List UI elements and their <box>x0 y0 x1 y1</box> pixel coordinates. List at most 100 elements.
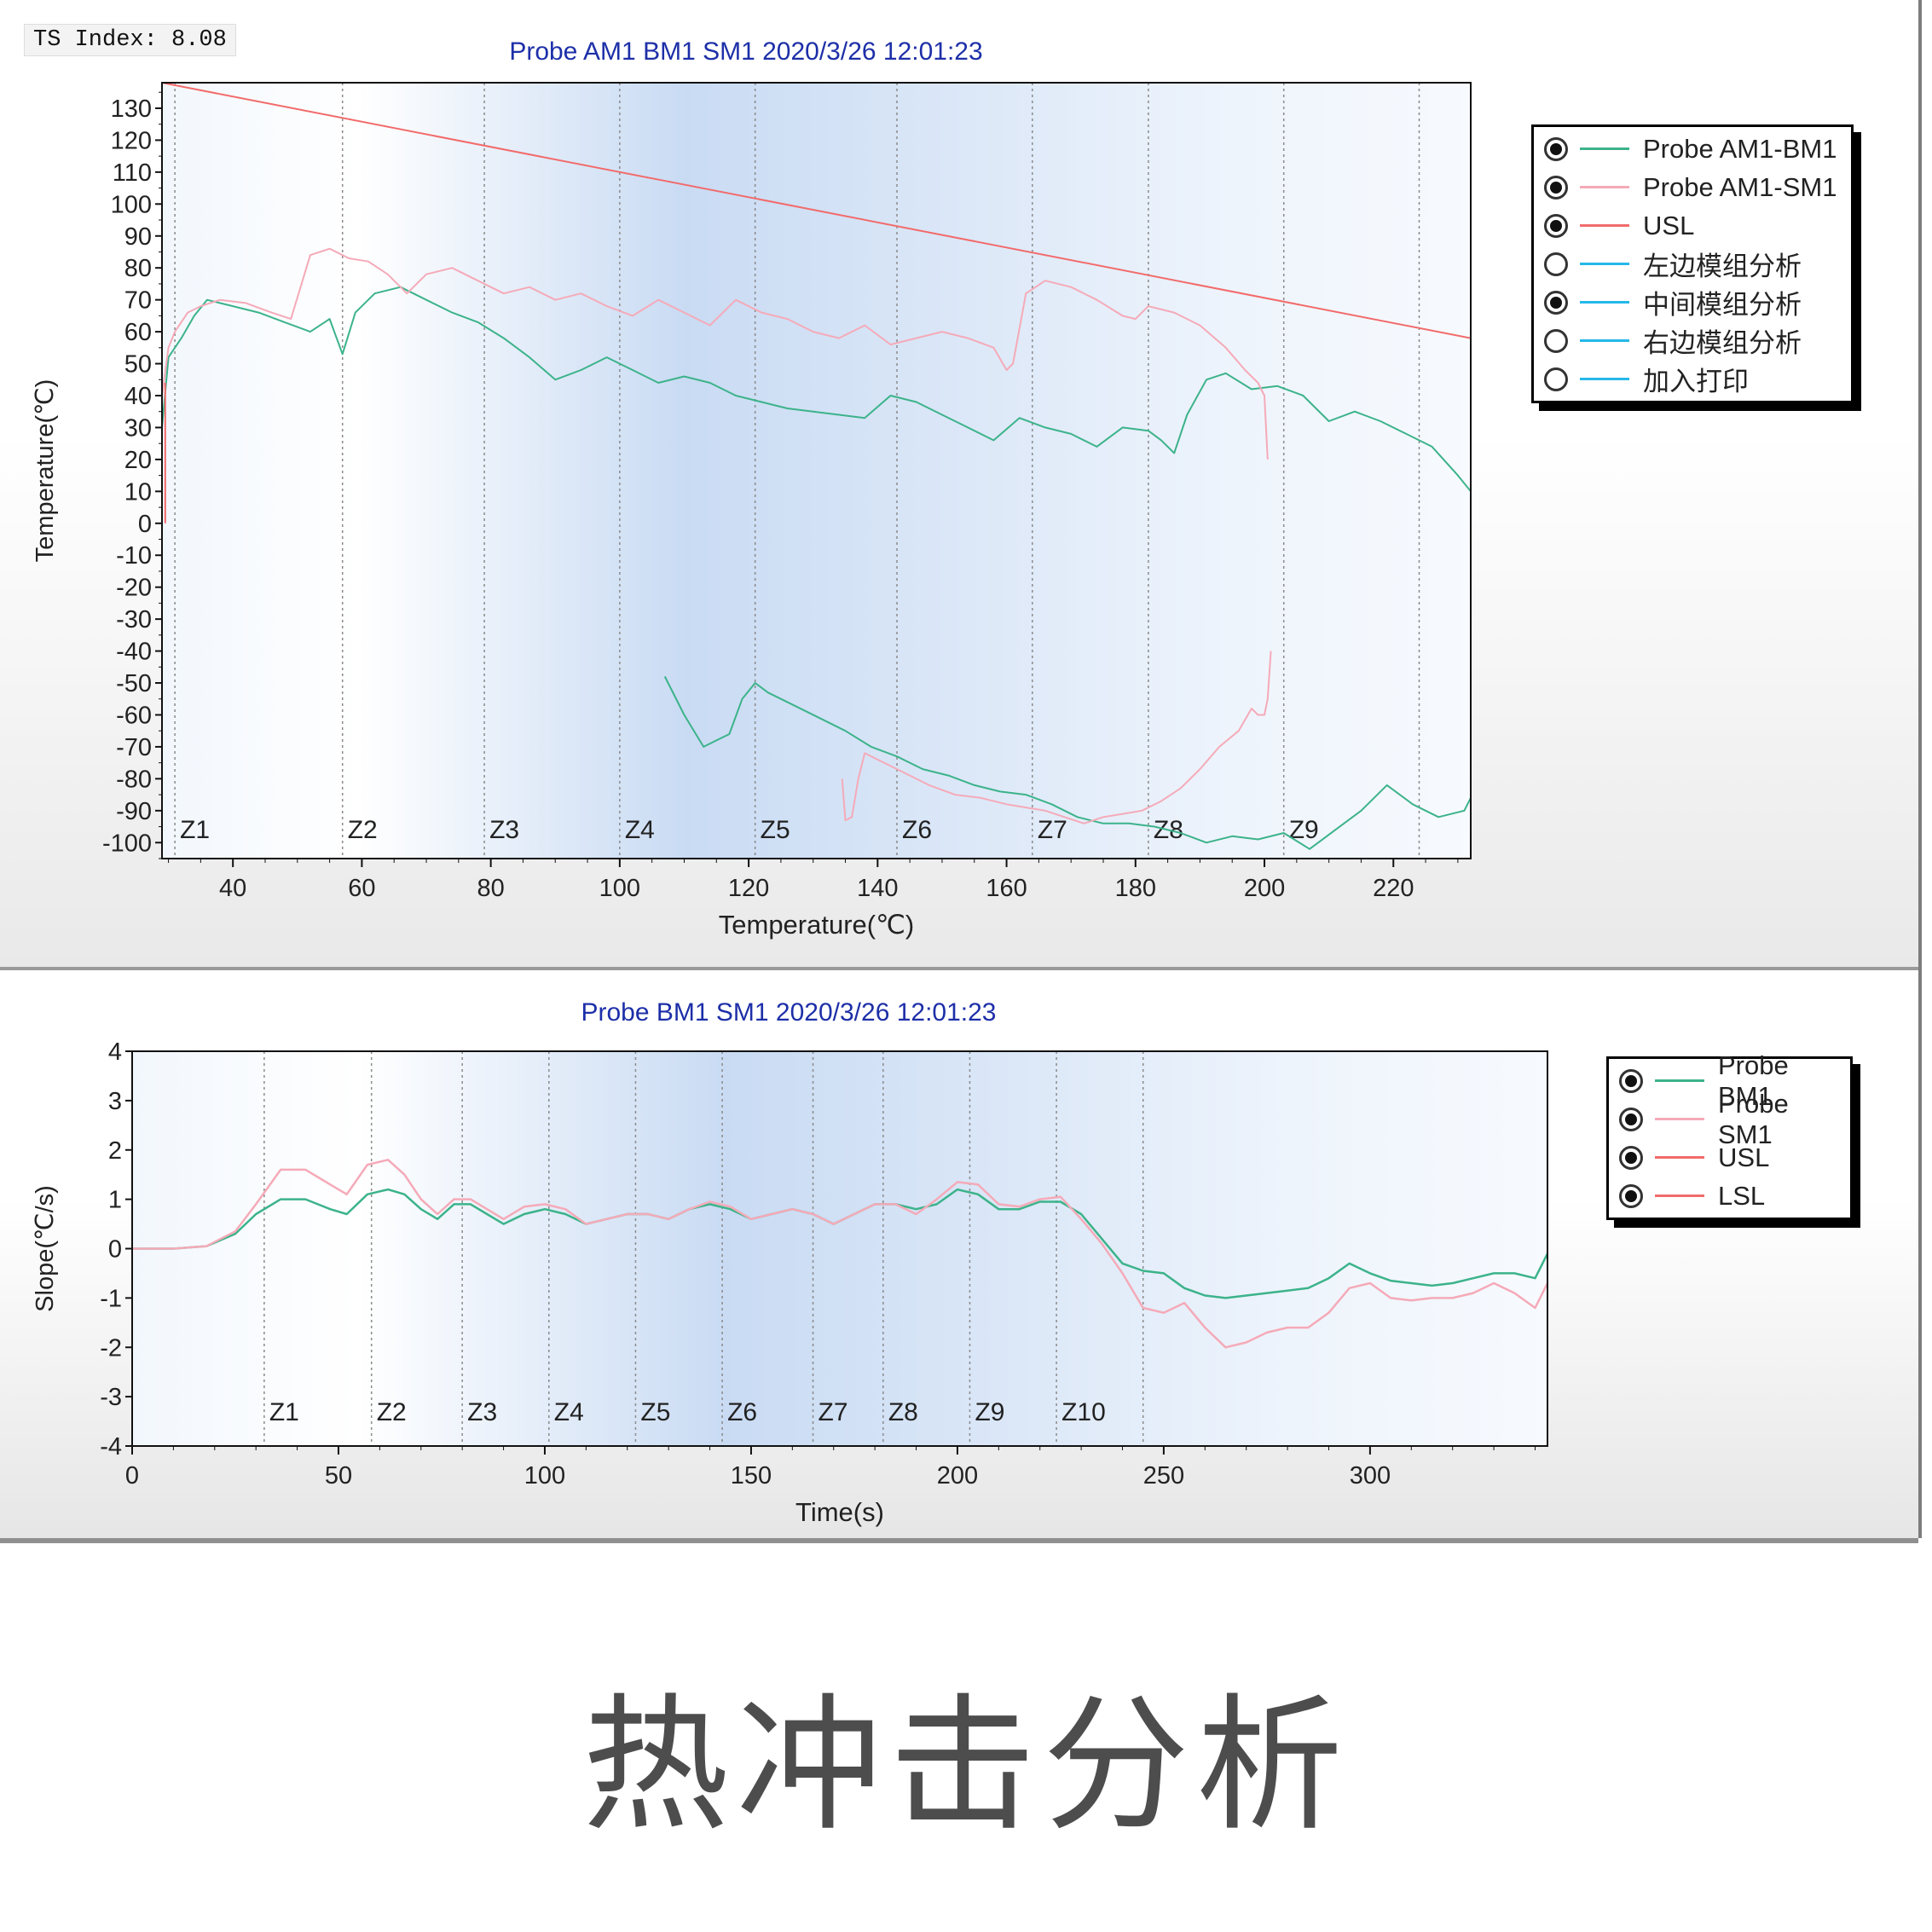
y-tick-label: 1 <box>108 1187 122 1214</box>
y-tick-label: 30 <box>124 414 152 442</box>
y-tick-label: 120 <box>111 127 152 154</box>
zone-label: Z7 <box>818 1398 848 1426</box>
zone-label: Z1 <box>269 1398 299 1426</box>
x-tick-label: 50 <box>325 1462 352 1489</box>
y-tick-label: -10 <box>116 542 152 570</box>
x-axis-label: Time(s) <box>795 1497 884 1527</box>
y-tick-label: 4 <box>108 1038 122 1066</box>
legend-radio-button[interactable] <box>1619 1107 1643 1131</box>
legend-radio-button[interactable] <box>1544 136 1568 161</box>
y-tick-label: 80 <box>124 255 152 282</box>
legend-item[interactable]: USL <box>1609 1138 1850 1177</box>
x-tick-label: 250 <box>1143 1462 1184 1489</box>
legend-radio-button[interactable] <box>1544 175 1568 200</box>
legend-line-swatch <box>1580 148 1629 150</box>
legend-item[interactable]: Probe AM1-BM1 <box>1534 130 1851 168</box>
legend-item[interactable]: 右边模组分析 <box>1534 321 1851 360</box>
x-axis-label: Temperature(℃) <box>719 910 915 940</box>
legend-radio-button[interactable] <box>1619 1183 1643 1208</box>
y-tick-label: 90 <box>124 223 152 251</box>
zone-label: Z6 <box>902 816 932 844</box>
y-tick-label: -100 <box>102 830 152 857</box>
x-tick-label: 40 <box>219 875 246 902</box>
temperature-chart-panel: TS Index: 8.08 Z1 Z2 Z3 Z4 Z5 Z6 Z7 Z8 Z9 130 120 1… <box>0 0 1918 970</box>
legend-radio-button[interactable] <box>1544 213 1568 238</box>
y-tick-label: 2 <box>108 1137 122 1165</box>
legend-radio-button[interactable] <box>1619 1068 1643 1093</box>
legend-line-swatch <box>1655 1156 1704 1159</box>
y-tick-label: -4 <box>100 1433 122 1461</box>
zone-label: Z8 <box>888 1398 918 1426</box>
legend-item[interactable]: USL <box>1534 206 1851 245</box>
legend-item-label: Probe AM1-SM1 <box>1643 171 1837 202</box>
legend-item[interactable]: 中间模组分析 <box>1534 283 1851 321</box>
legend-radio-button[interactable] <box>1619 1145 1643 1170</box>
y-tick-label: -90 <box>116 798 152 825</box>
zone-label: Z3 <box>467 1398 497 1426</box>
legend-item-label: 右边模组分析 <box>1643 328 1802 358</box>
series-line-1 <box>132 1159 1547 1349</box>
legend-item[interactable]: 左边模组分析 <box>1534 245 1851 283</box>
zone-label: Z10 <box>1061 1398 1106 1426</box>
zone-label: Z7 <box>1038 816 1067 844</box>
y-tick-label: -70 <box>116 734 152 761</box>
slope-chart-legend: Probe BM1 Probe SM1 USL LSL <box>1606 1050 1853 1220</box>
y-tick-label: -30 <box>116 606 152 633</box>
y-tick-label: 0 <box>138 511 152 538</box>
legend-item-label: 左边模组分析 <box>1643 252 1802 281</box>
y-tick-label: 20 <box>124 447 152 474</box>
y-tick-label: -60 <box>116 702 152 729</box>
series-line-3 <box>841 651 1272 824</box>
temperature-chart[interactable]: Z1 Z2 Z3 Z4 Z5 Z6 Z7 Z8 Z91301201101009080706050… <box>0 0 1918 967</box>
x-tick-label: 150 <box>731 1462 772 1489</box>
legend-item-label: Probe AM1-BM1 <box>1643 133 1837 164</box>
y-axis-label: Temperature(℃) <box>32 379 59 563</box>
legend-item[interactable]: 加入打印 <box>1534 360 1851 398</box>
series-line-2 <box>162 247 1269 460</box>
legend-line-swatch <box>1580 339 1629 342</box>
legend-item-label: 加入打印 <box>1643 367 1749 396</box>
legend-item[interactable]: Probe AM1-SM1 <box>1534 168 1851 206</box>
legend-line-swatch <box>1655 1194 1704 1197</box>
legend-item[interactable]: LSL <box>1609 1177 1850 1215</box>
x-tick-label: 220 <box>1373 875 1414 902</box>
legend-radio-button[interactable] <box>1544 252 1568 276</box>
legend-item[interactable]: Probe SM1 <box>1609 1089 1850 1149</box>
legend-item-label: USL <box>1643 210 1695 240</box>
ts-index-label: TS Index: 8.08 <box>24 24 236 56</box>
zone-label: Z3 <box>489 816 519 844</box>
y-tick-label: 10 <box>124 478 152 506</box>
x-tick-label: 0 <box>125 1462 139 1489</box>
legend-line-swatch <box>1580 378 1629 380</box>
legend-radio-button[interactable] <box>1544 328 1568 353</box>
zone-label: Z4 <box>625 816 655 844</box>
y-tick-label: 0 <box>108 1236 122 1264</box>
legend-radio-button[interactable] <box>1544 367 1568 391</box>
zone-label: Z4 <box>554 1398 584 1426</box>
y-axis-label: Slope(℃/s) <box>32 1185 59 1312</box>
zone-label: Z2 <box>348 816 378 844</box>
x-tick-label: 300 <box>1350 1462 1391 1489</box>
y-tick-label: 110 <box>113 159 152 187</box>
legend-line-swatch <box>1580 186 1629 188</box>
series-line-0 <box>162 286 1471 492</box>
series-line-1 <box>663 676 1471 850</box>
zone-label: Z5 <box>640 1398 670 1426</box>
legend-line-swatch <box>1580 263 1629 265</box>
zone-label: Z2 <box>377 1398 407 1426</box>
legend-item[interactable]: Probe BM1 <box>1609 1050 1850 1111</box>
legend-line-swatch <box>1655 1118 1704 1120</box>
zone-label: Z5 <box>761 816 790 844</box>
legend-item-label: Probe BM1 <box>1718 1050 1789 1111</box>
y-tick-label: 50 <box>124 351 152 379</box>
legend-radio-button[interactable] <box>1544 290 1568 315</box>
x-tick-label: 200 <box>1244 875 1285 902</box>
y-tick-label: -40 <box>116 639 152 666</box>
x-tick-label: 200 <box>937 1462 978 1489</box>
x-tick-label: 160 <box>986 875 1027 902</box>
y-tick-label: 3 <box>108 1088 122 1115</box>
legend-line-swatch <box>1580 301 1629 304</box>
legend-item-label: Probe SM1 <box>1718 1088 1789 1149</box>
x-tick-label: 100 <box>524 1462 565 1489</box>
